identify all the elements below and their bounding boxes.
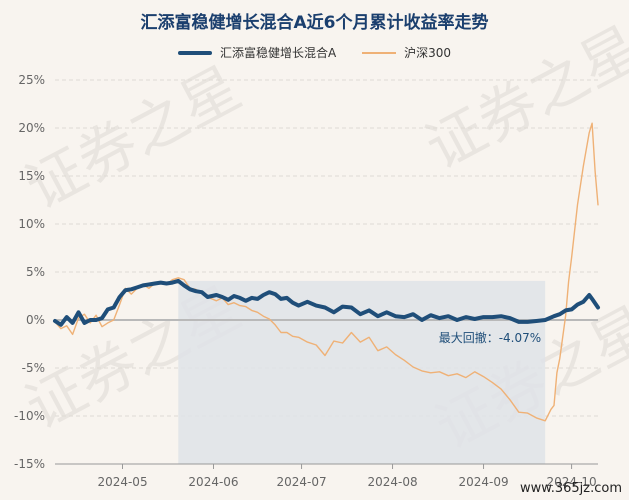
y-tick-label: -15% xyxy=(14,457,45,471)
watermark-text: 证券之星 xyxy=(15,53,252,222)
x-tick-label: 2024-08 xyxy=(367,475,417,489)
legend-swatch-fund xyxy=(177,50,212,55)
legend-label-index: 沪深300 xyxy=(404,46,452,60)
x-tick-label: 2024-10 xyxy=(547,475,597,489)
watermark-text: 证券之星 xyxy=(415,13,629,182)
legend-item-fund[interactable]: 汇添富稳健增长混合A xyxy=(177,44,337,61)
chart-title: 汇添富稳健增长混合A近6个月累计收益率走势 xyxy=(140,13,489,33)
x-tick-label: 2024-09 xyxy=(458,475,508,489)
series-line-fund xyxy=(53,278,600,327)
drawdown-region xyxy=(178,280,546,464)
y-tick-label: -10% xyxy=(14,409,45,423)
legend-swatch-index xyxy=(362,51,397,54)
y-tick-label: 10% xyxy=(18,217,45,231)
x-tick-label: 2024-06 xyxy=(188,475,238,489)
y-tick-label: 20% xyxy=(18,121,45,135)
y-tick-label: 5% xyxy=(26,265,45,279)
x-tick-label: 2024-05 xyxy=(97,475,147,489)
legend: 汇添富稳健增长混合A 沪深300 xyxy=(0,44,629,61)
legend-label-fund: 汇添富稳健增长混合A xyxy=(219,46,337,60)
series-line-index xyxy=(54,122,599,422)
y-tick-label: 25% xyxy=(18,73,45,87)
x-tick-label: 2024-07 xyxy=(276,475,326,489)
y-tick-label: 0% xyxy=(26,313,45,327)
footer-watermark: www.365jz.com xyxy=(520,481,622,496)
y-tick-label: -5% xyxy=(22,361,45,375)
y-tick-label: 15% xyxy=(18,169,45,183)
legend-item-index[interactable]: 沪深300 xyxy=(362,44,451,61)
drawdown-label: 最大回撤：-4.07% xyxy=(439,330,541,345)
